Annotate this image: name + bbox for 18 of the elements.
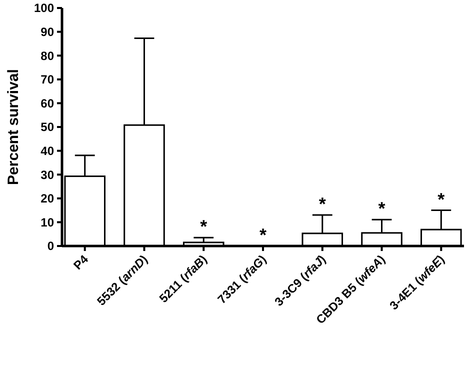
x-tick-label: P4 xyxy=(70,252,92,273)
y-tick-label: 20 xyxy=(40,192,54,206)
y-tick-label: 60 xyxy=(40,96,54,110)
y-tick-label: 80 xyxy=(40,48,54,63)
y-tick-label: 30 xyxy=(40,168,54,182)
y-tick-label: 10 xyxy=(40,215,54,230)
annotation: * xyxy=(200,216,208,237)
annotation: * xyxy=(259,225,267,245)
annotation: * xyxy=(378,198,386,219)
y-tick-label: 0 xyxy=(47,239,54,254)
y-tick-label: 100 xyxy=(34,1,54,16)
y-tick-label: 40 xyxy=(40,144,54,158)
annotation: * xyxy=(318,194,326,214)
y-tick-label: 90 xyxy=(40,25,54,39)
y-tick-label: 50 xyxy=(40,120,54,134)
annotation: * xyxy=(438,189,445,210)
y-tick-label: 70 xyxy=(40,72,54,87)
y-axis-title: Percent survival xyxy=(5,69,22,185)
